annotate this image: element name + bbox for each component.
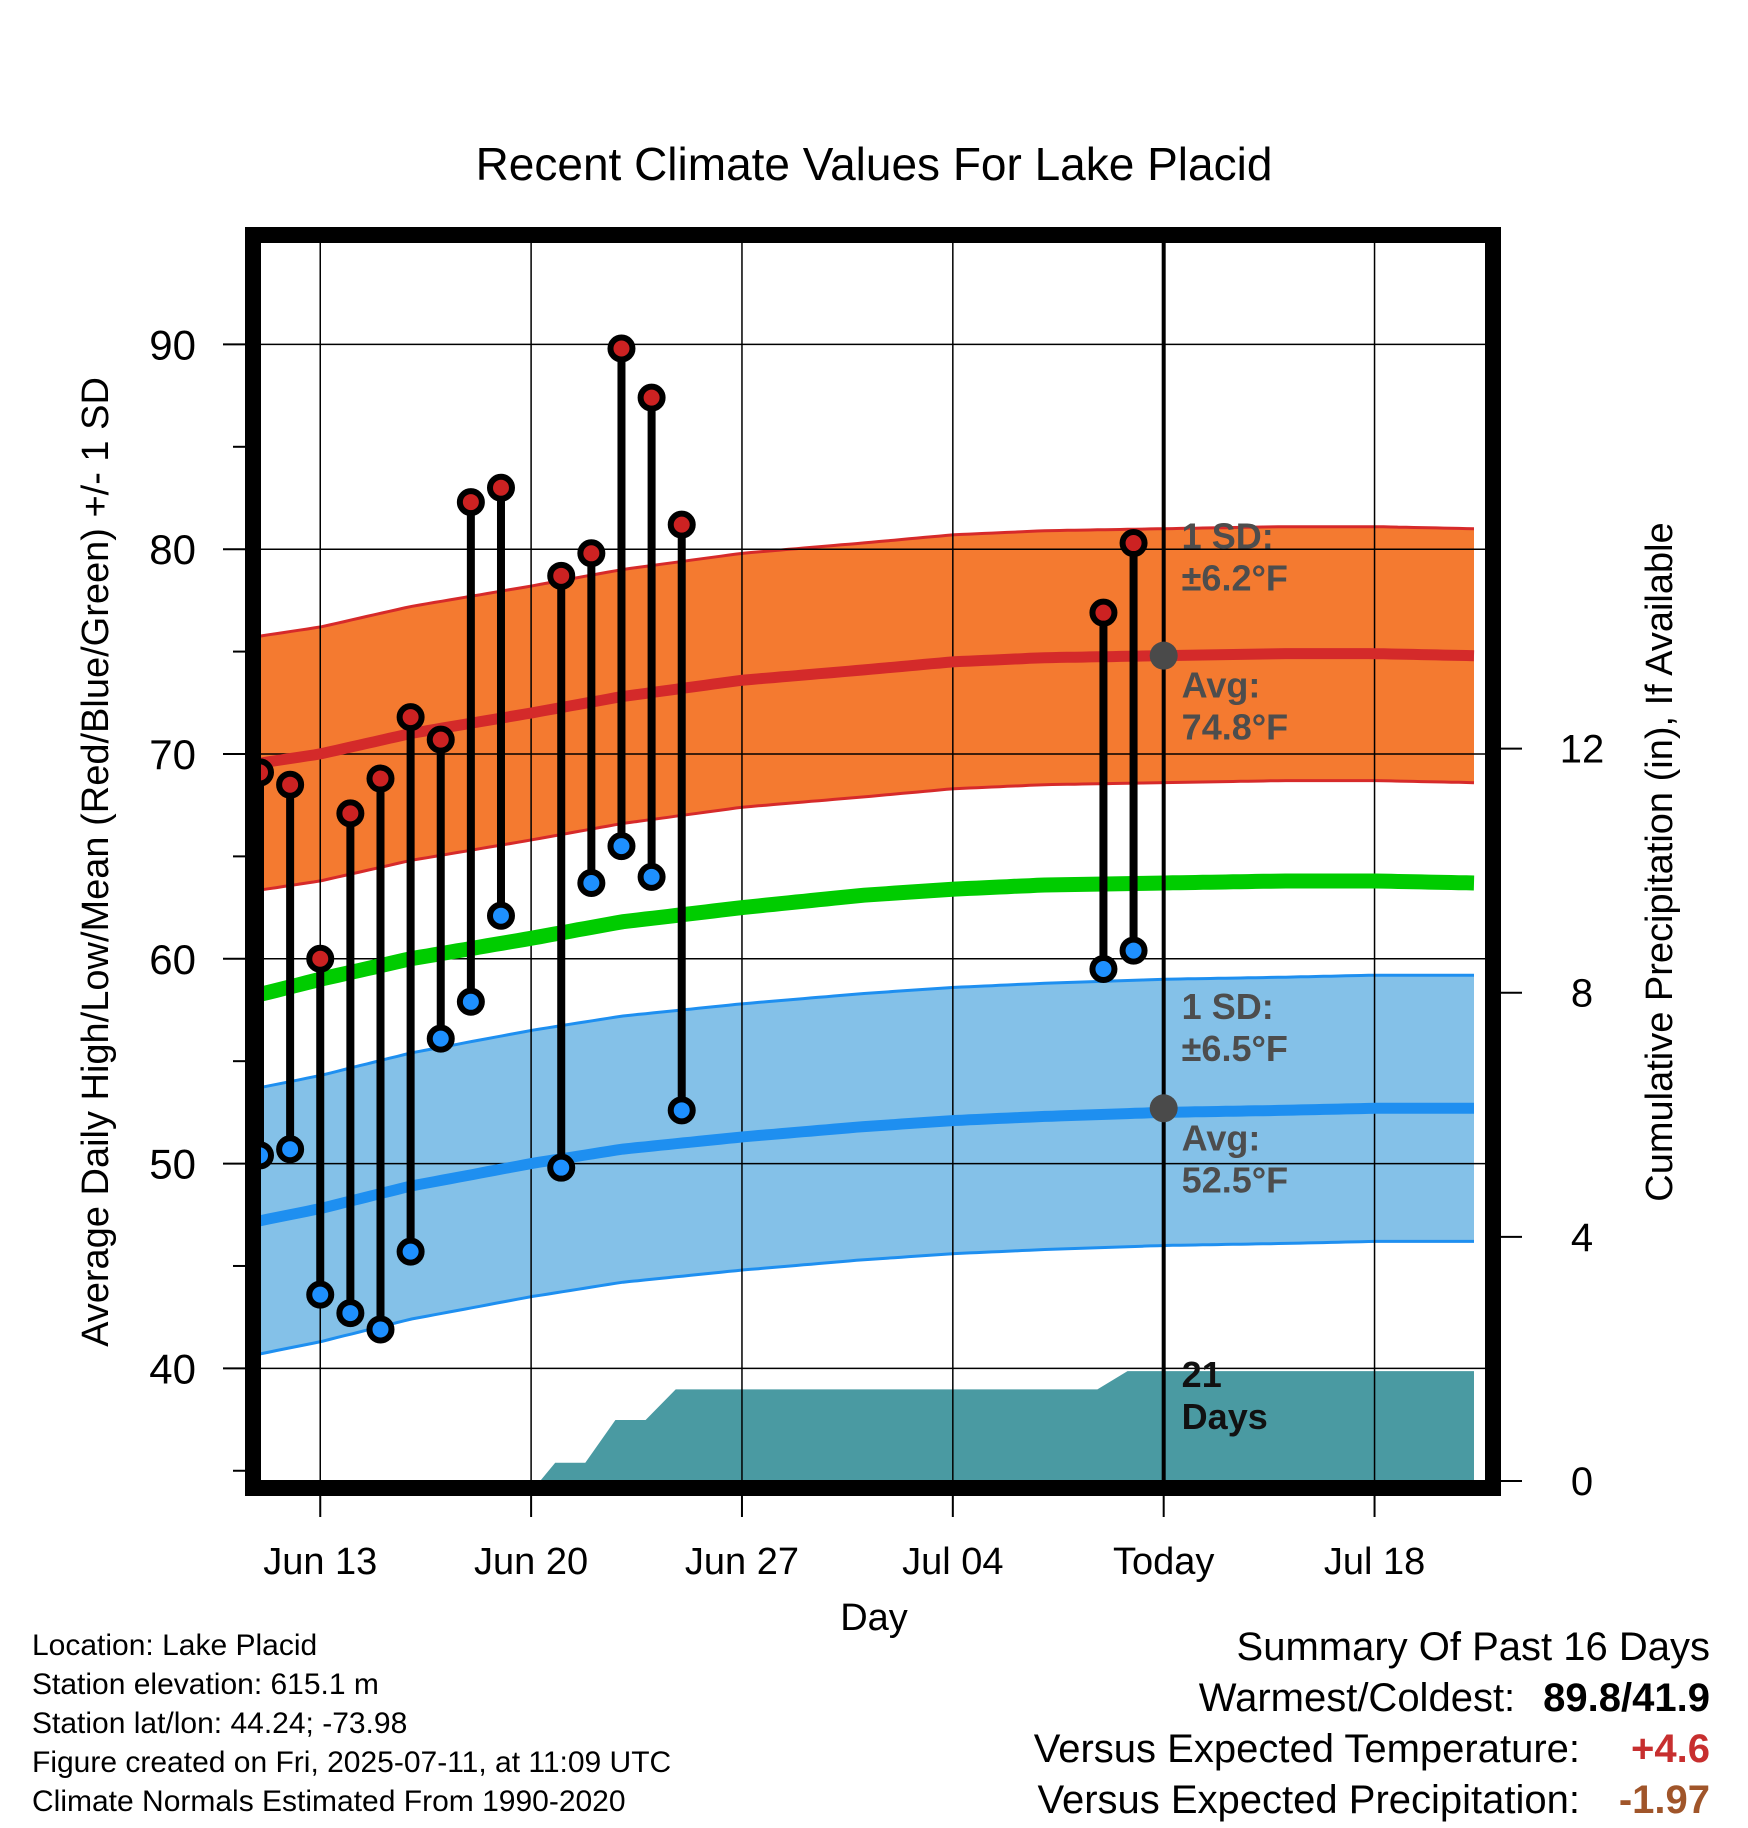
created-text: Figure created on Fri, 2025-07-11, at 11…	[32, 1746, 672, 1779]
location-text: Location: Lake Placid	[32, 1629, 318, 1662]
plot-frame	[245, 227, 1501, 1496]
summary-precip-row: Versus Expected Precipitation: -1.97	[1034, 1775, 1710, 1826]
obs-low-point	[396, 1237, 425, 1266]
y-tick-label: 70	[149, 731, 196, 778]
x-tick-label: Today	[1113, 1541, 1214, 1583]
obs-low-point	[306, 1280, 335, 1309]
high-sd-value: ±6.2°F	[1182, 558, 1288, 599]
summary-warmest-row: Warmest/Coldest: 89.8/41.9	[1034, 1673, 1710, 1724]
high-sd-upper-edge	[260, 525, 1475, 638]
today-high-avg-marker	[1149, 641, 1178, 670]
temp-anomaly-label: Versus Expected Temperature:	[1033, 1727, 1580, 1771]
obs-high-point	[396, 703, 425, 732]
x-tick-label: Jul 04	[902, 1541, 1003, 1583]
summary-panel: Summary Of Past 16 Days Warmest/Coldest:…	[1034, 1622, 1710, 1826]
obs-high-point	[607, 334, 636, 363]
low-sd-label: 1 SD:	[1182, 986, 1274, 1027]
obs-high-point	[366, 764, 395, 793]
high-sd-label: 1 SD:	[1182, 516, 1274, 557]
warmest-label: Warmest/Coldest:	[1198, 1676, 1516, 1720]
obs-high-point	[667, 510, 696, 539]
low-sd-value: ±6.5°F	[1182, 1028, 1288, 1069]
y2-tick-label: 12	[1560, 728, 1605, 772]
low-avg-label: Avg:	[1182, 1117, 1261, 1158]
low-avg-value: 52.5°F	[1182, 1159, 1288, 1200]
obs-high-point	[1089, 598, 1118, 627]
x-tick-label: Jun 27	[685, 1541, 799, 1583]
obs-low-point	[1089, 955, 1118, 984]
obs-high-point	[426, 725, 455, 754]
obs-low-point	[1119, 936, 1148, 965]
x-axis-label: Day	[840, 1597, 908, 1639]
y2-tick-label: 4	[1571, 1216, 1593, 1260]
chart-title: Recent Climate Values For Lake Placid	[476, 138, 1273, 190]
summary-title: Summary Of Past 16 Days	[1236, 1625, 1710, 1669]
obs-high-point	[547, 561, 576, 590]
obs-low-point	[366, 1315, 395, 1344]
obs-high-point	[486, 473, 515, 502]
latlon-text: Station lat/lon: 44.24; -73.98	[32, 1707, 408, 1740]
obs-low-point	[336, 1299, 365, 1328]
y-tick-label: 80	[149, 526, 196, 573]
y-tick-label: 90	[149, 321, 196, 368]
obs-low-point	[607, 832, 636, 861]
obs-low-point	[547, 1153, 576, 1182]
obs-low-point	[456, 987, 485, 1016]
obs-low-point	[426, 1024, 455, 1053]
obs-low-point	[276, 1135, 305, 1164]
y-tick-label: 40	[149, 1345, 196, 1392]
y-tick-label: 60	[149, 936, 196, 983]
y2-axis-label: Cumulative Precipitation (in), If Availa…	[1639, 522, 1681, 1201]
today-low-avg-marker	[1149, 1094, 1178, 1123]
y2-tick-label: 0	[1571, 1460, 1593, 1504]
obs-high-point	[456, 488, 485, 517]
low-sd-lower-edge	[260, 1239, 1474, 1356]
obs-low-point	[667, 1096, 696, 1125]
station-info: Location: Lake Placid Station elevation:…	[32, 1626, 671, 1821]
high-avg-label: Avg:	[1182, 665, 1261, 706]
normals-text: Climate Normals Estimated From 1990-2020	[32, 1785, 626, 1818]
y2-tick-label: 8	[1571, 972, 1593, 1016]
y-axis-label: Average Daily High/Low/Mean (Red/Blue/Gr…	[75, 377, 117, 1347]
precip-anomaly-value: -1.97	[1618, 1778, 1710, 1822]
high-sd-band	[260, 526, 1474, 891]
low-sd-band	[260, 975, 1474, 1354]
days-count: 21	[1182, 1354, 1222, 1395]
elevation-text: Station elevation: 615.1 m	[32, 1668, 379, 1701]
y-tick-label: 50	[149, 1141, 196, 1188]
obs-high-point	[637, 383, 666, 412]
obs-high-point	[306, 944, 335, 973]
obs-low-point	[486, 901, 515, 930]
warmest-value: 89.8/41.9	[1543, 1676, 1710, 1720]
obs-high-point	[1119, 529, 1148, 558]
obs-high-point	[260, 758, 274, 787]
temp-anomaly-value: +4.6	[1631, 1727, 1710, 1771]
high-avg-value: 74.8°F	[1182, 707, 1288, 748]
x-tick-label: Jun 20	[474, 1541, 588, 1583]
obs-low-point	[577, 869, 606, 898]
precip-anomaly-label: Versus Expected Precipitation:	[1037, 1778, 1580, 1822]
obs-low-point	[637, 862, 666, 891]
low-avg-line	[260, 1102, 1474, 1227]
x-tick-label: Jul 18	[1324, 1541, 1425, 1583]
x-tick-label: Jun 13	[263, 1541, 377, 1583]
cumulative-precip-area	[260, 1371, 1474, 1481]
obs-high-point	[577, 539, 606, 568]
obs-high-point	[336, 799, 365, 828]
summary-temp-row: Versus Expected Temperature: +4.6	[1034, 1724, 1710, 1775]
obs-low-point	[260, 1141, 274, 1170]
days-label: Days	[1182, 1396, 1268, 1437]
obs-high-point	[276, 770, 305, 799]
